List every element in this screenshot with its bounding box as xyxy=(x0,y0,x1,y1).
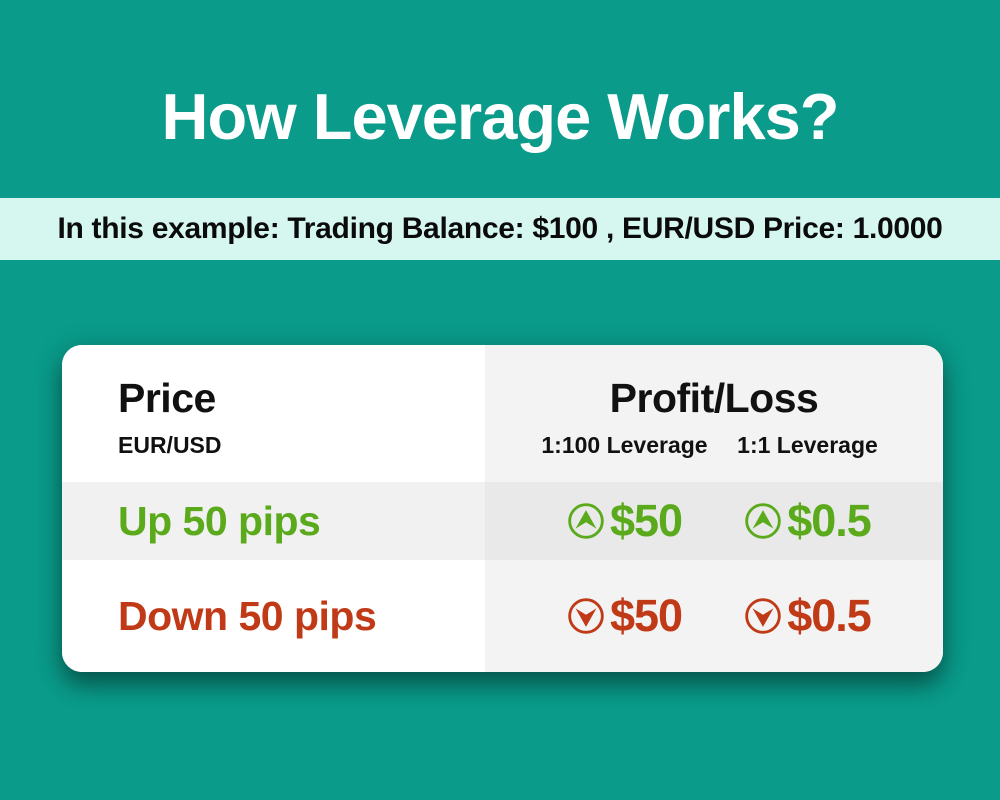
table-row-up-label-cell: Up 50 pips xyxy=(62,482,485,560)
circled-down-arrow-icon xyxy=(568,598,604,634)
profit-value: $0.5 xyxy=(787,495,872,546)
title-area: How Leverage Works? xyxy=(0,0,1000,232)
profit-loss-column-header: Profit/Loss 1:100 Leverage 1:1 Leverage xyxy=(485,345,943,482)
example-banner: In this example: Trading Balance: $100 ,… xyxy=(0,198,1000,260)
leverage-table-card: Price EUR/USD Profit/Loss 1:100 Leverage… xyxy=(62,345,943,672)
table-row-down-values-cell: $50 $0.5 xyxy=(485,560,943,672)
currency-pair-label: EUR/USD xyxy=(118,432,222,458)
loss-value: $50 xyxy=(609,590,683,641)
up-50-pips-label: Up 50 pips xyxy=(118,497,321,544)
circled-up-arrow-icon xyxy=(745,503,781,539)
page-title: How Leverage Works? xyxy=(161,79,840,153)
up-value-1-100-leverage: $50 xyxy=(533,495,716,547)
price-header-label: Price xyxy=(118,375,216,421)
leverage-column-label-1-100: 1:100 Leverage xyxy=(541,432,708,458)
circled-up-arrow-icon xyxy=(568,503,604,539)
down-value-1-100-leverage: $50 xyxy=(533,590,716,642)
table-row-down-label-cell: Down 50 pips xyxy=(62,560,485,672)
circled-down-arrow-icon xyxy=(745,598,781,634)
down-value-1-1-leverage: $0.5 xyxy=(716,590,899,642)
price-column-header: Price EUR/USD xyxy=(62,345,485,482)
loss-value: $0.5 xyxy=(787,590,872,641)
example-banner-text: In this example: Trading Balance: $100 ,… xyxy=(57,212,943,245)
profit-value: $50 xyxy=(609,495,683,546)
down-50-pips-label: Down 50 pips xyxy=(118,592,377,639)
table-row-up-values-cell: $50 $0.5 xyxy=(485,482,943,560)
leverage-columns-row: 1:100 Leverage 1:1 Leverage xyxy=(485,431,943,459)
profit-loss-header-label: Profit/Loss xyxy=(609,375,819,421)
leverage-column-label-1-1: 1:1 Leverage xyxy=(737,432,878,458)
up-value-1-1-leverage: $0.5 xyxy=(716,495,899,547)
